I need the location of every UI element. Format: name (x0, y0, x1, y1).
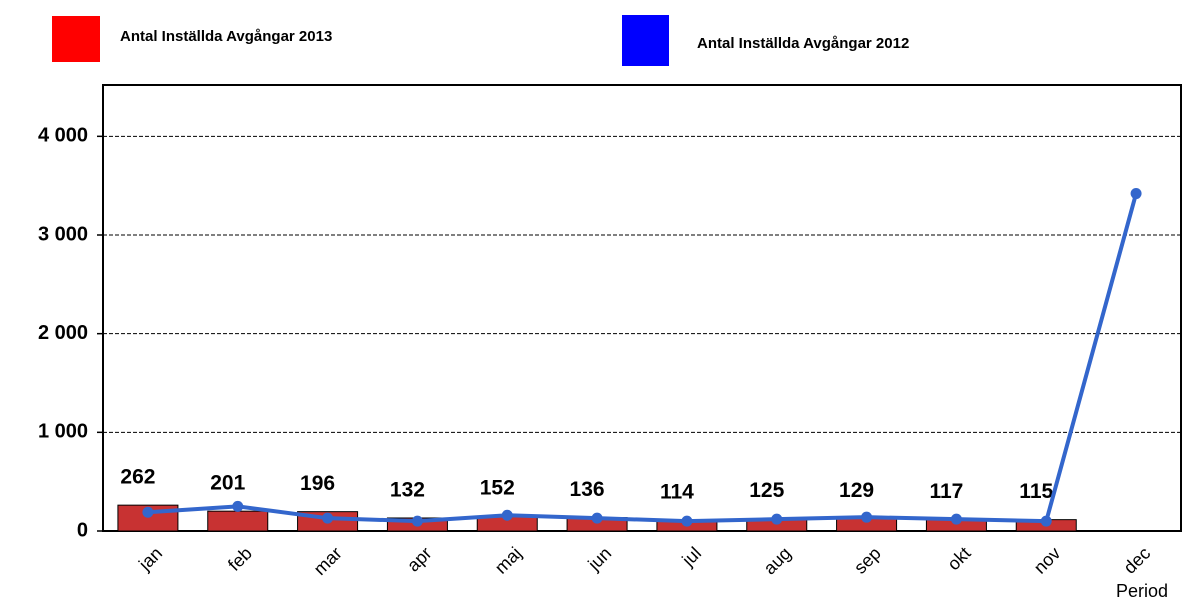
x-tick-label: jan (134, 543, 166, 575)
legend-label: Antal Inställda Avgångar 2013 (120, 28, 332, 45)
data-label: 129 (839, 479, 874, 502)
data-label: 262 (120, 466, 155, 489)
data-label: 196 (300, 472, 335, 495)
line (147, 193, 1139, 524)
data-label: 152 (480, 477, 515, 500)
legend-swatch (52, 16, 100, 62)
x-axis-label: Period (1116, 581, 1168, 601)
y-tick-label: 2 000 (38, 322, 88, 344)
bar (207, 510, 269, 532)
x-tick-label: aug (760, 543, 795, 578)
line-point (861, 511, 873, 523)
line-point (771, 513, 783, 525)
x-tick-label: apr (403, 543, 436, 576)
x-tick-label: dec (1120, 543, 1155, 578)
x-tick-label: feb (224, 543, 256, 575)
line-point (411, 515, 423, 527)
data-label: 132 (390, 479, 425, 502)
y-tick-label: 3 000 (38, 223, 88, 245)
data-label: 136 (570, 478, 605, 501)
x-tick-label: nov (1030, 543, 1065, 578)
line-point (591, 512, 603, 524)
line-point (1040, 515, 1052, 527)
x-tick-label: sep (850, 543, 885, 578)
line-point (950, 513, 962, 525)
x-tick-label: jul (678, 543, 706, 571)
line-point (501, 509, 513, 521)
plot-frame (102, 84, 1182, 532)
data-label: 115 (1019, 480, 1053, 503)
line-point (232, 500, 244, 512)
y-tick-label: 0 (77, 519, 88, 541)
y-tick-label: 1 000 (38, 421, 88, 443)
line-point (1130, 188, 1142, 200)
data-label: 125 (749, 479, 784, 502)
data-label: 114 (660, 480, 694, 503)
y-tick-label: 4 000 (38, 125, 88, 147)
line-point (142, 506, 154, 518)
legend-label: Antal Inställda Avgångar 2012 (697, 35, 909, 52)
line-point (681, 515, 693, 527)
x-tick-label: okt (943, 543, 974, 574)
x-tick-label: jun (583, 543, 615, 575)
line-point (322, 512, 334, 524)
data-label: 117 (929, 480, 963, 503)
x-tick-label: maj (491, 543, 526, 578)
x-tick-label: mar (310, 543, 346, 579)
legend-swatch (622, 15, 669, 66)
data-label: 201 (210, 472, 245, 495)
